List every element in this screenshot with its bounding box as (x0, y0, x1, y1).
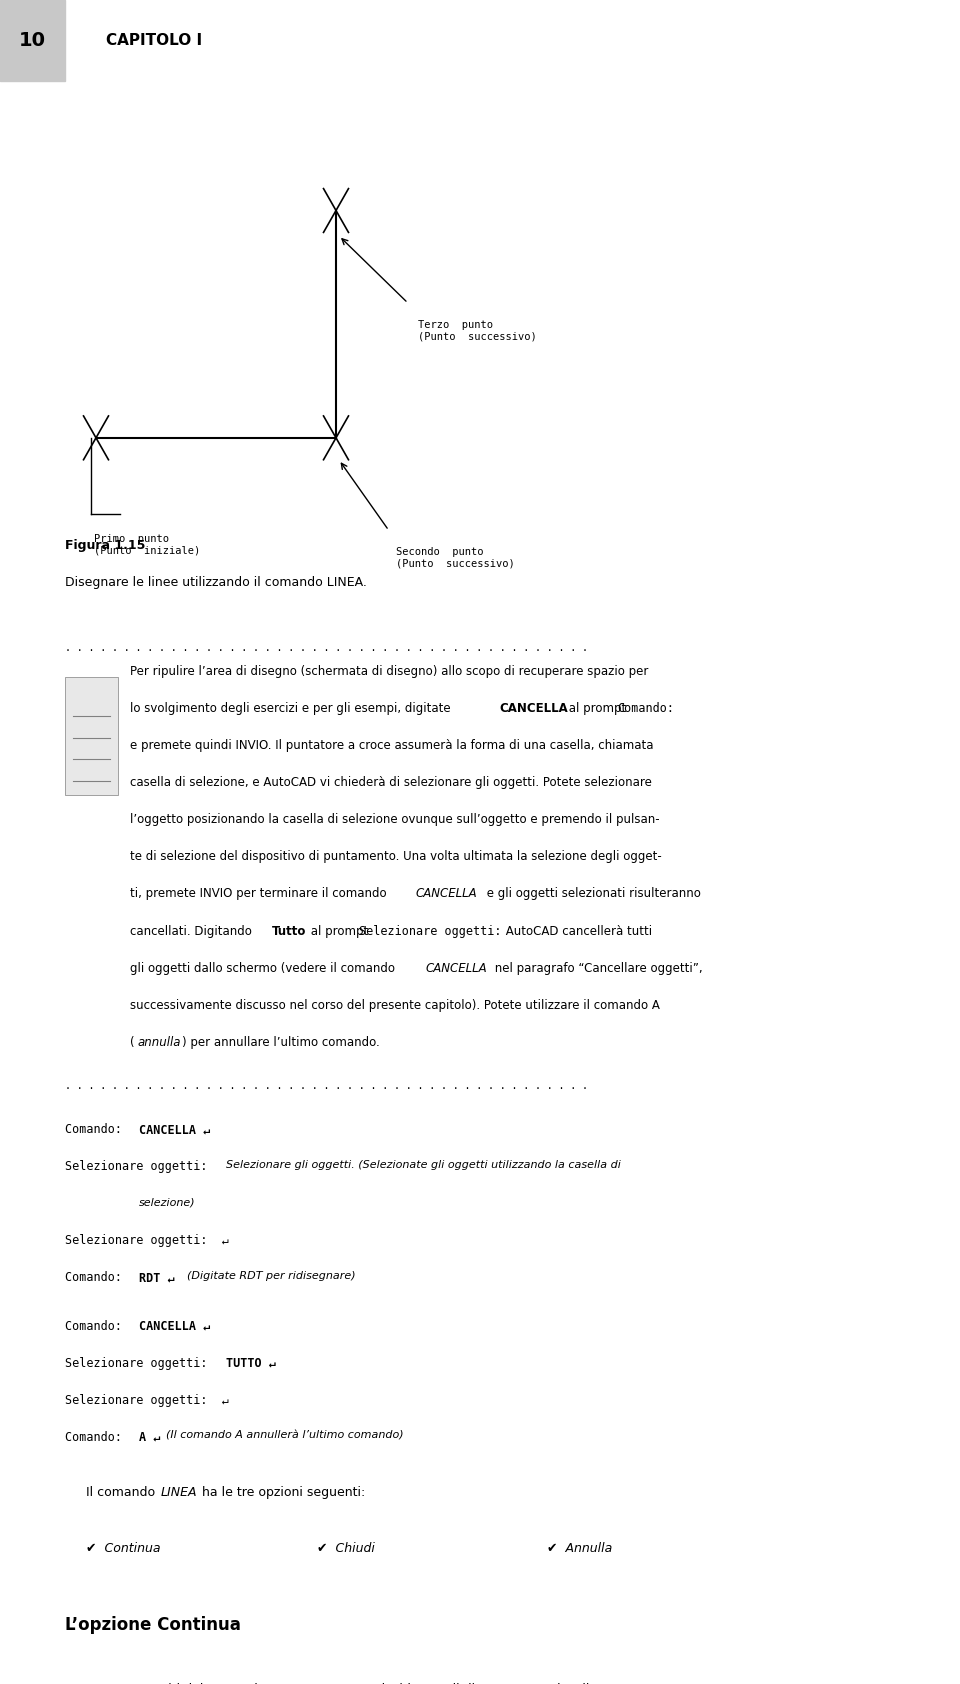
Text: L’opzione Continua: L’opzione Continua (65, 1617, 241, 1633)
FancyArrow shape (104, 680, 116, 702)
Text: ti, premete INVIO per terminare il comando: ti, premete INVIO per terminare il coman… (130, 887, 390, 901)
Text: Selezionare oggetti:  ↵: Selezionare oggetti: ↵ (65, 1234, 229, 1248)
Text: CAPITOLO I: CAPITOLO I (106, 34, 202, 47)
Text: Comando:: Comando: (65, 1271, 130, 1285)
Text: Secondo  punto
(Punto  successivo): Secondo punto (Punto successivo) (396, 547, 515, 569)
Text: (: ( (130, 1036, 134, 1049)
Text: Comando:: Comando: (65, 1431, 130, 1443)
Text: CANCELLA: CANCELLA (499, 702, 568, 716)
Text: ) per annullare l’ultimo comando.: ) per annullare l’ultimo comando. (182, 1036, 380, 1049)
Text: gli oggetti dallo schermo (vedere il comando: gli oggetti dallo schermo (vedere il com… (130, 962, 398, 975)
Text: CANCELLA ↵: CANCELLA ↵ (139, 1123, 210, 1137)
Text: Selezionare oggetti:: Selezionare oggetti: (65, 1357, 215, 1369)
Text: al prompt: al prompt (307, 925, 372, 938)
Text: RDT ↵: RDT ↵ (139, 1271, 175, 1285)
Text: 10: 10 (19, 30, 46, 51)
Text: Comando:: Comando: (65, 1320, 130, 1332)
Text: (Digitate RDT per ridisegnare): (Digitate RDT per ridisegnare) (180, 1271, 356, 1282)
Text: selezione): selezione) (139, 1197, 196, 1207)
Text: (Il comando A annullerà l’ultimo comando): (Il comando A annullerà l’ultimo comando… (159, 1431, 404, 1442)
Text: Disegnare le linee utilizzando il comando LINEA.: Disegnare le linee utilizzando il comand… (65, 576, 367, 589)
Text: . . . . . . . . . . . . . . . . . . . . . . . . . . . . . . . . . . . . . . . . : . . . . . . . . . . . . . . . . . . . . … (65, 1081, 588, 1091)
Text: Selezionare oggetti:: Selezionare oggetti: (359, 925, 501, 938)
Text: TUTTO ↵: TUTTO ↵ (226, 1357, 276, 1369)
Text: Selezionare gli oggetti. (Selezionate gli oggetti utilizzando la casella di: Selezionare gli oggetti. (Selezionate gl… (226, 1160, 620, 1170)
Text: cancellati. Digitando: cancellati. Digitando (130, 925, 255, 938)
Text: casella di selezione, e AutoCAD vi chiederà di selezionare gli oggetti. Potete s: casella di selezione, e AutoCAD vi chied… (130, 776, 652, 790)
Text: te di selezione del dispositivo di puntamento. Una volta ultimata la selezione d: te di selezione del dispositivo di punta… (130, 850, 661, 864)
Text: AutoCAD cancellerà tutti: AutoCAD cancellerà tutti (502, 925, 652, 938)
Text: Primo  punto
(Punto  iniziale): Primo punto (Punto iniziale) (94, 534, 201, 556)
Bar (0, 0, 65, 81)
Text: annulla: annulla (137, 1036, 180, 1049)
Text: successivamente discusso nel corso del presente capitolo). Potete utilizzare il : successivamente discusso nel corso del p… (130, 999, 660, 1012)
Text: ✔  Annulla: ✔ Annulla (547, 1543, 612, 1554)
Text: e premete quindi INVIO. Il puntatore a croce assumerà la forma di una casella, c: e premete quindi INVIO. Il puntatore a c… (130, 739, 653, 753)
Text: . . . . . . . . . . . . . . . . . . . . . . . . . . . . . . . . . . . . . . . . : . . . . . . . . . . . . . . . . . . . . … (65, 643, 588, 653)
Text: Il comando: Il comando (86, 1487, 159, 1499)
Text: Terzo  punto
(Punto  successivo): Terzo punto (Punto successivo) (418, 320, 537, 342)
Text: CANCELLA ↵: CANCELLA ↵ (139, 1320, 210, 1332)
Text: ✔  Chiudi: ✔ Chiudi (317, 1543, 374, 1554)
Text: e gli oggetti selezionati risulteranno: e gli oggetti selezionati risulteranno (483, 887, 701, 901)
Text: ✔  Continua: ✔ Continua (86, 1543, 161, 1554)
Text: Figura 1.15: Figura 1.15 (65, 539, 146, 552)
Text: al prompt: al prompt (565, 702, 631, 716)
Text: LINEA: LINEA (160, 1487, 197, 1499)
Text: ha le tre opzioni seguenti:: ha le tre opzioni seguenti: (198, 1487, 365, 1499)
Text: CANCELLA: CANCELLA (416, 887, 477, 901)
Text: Selezionare oggetti:: Selezionare oggetti: (65, 1160, 215, 1174)
Text: l’oggetto posizionando la casella di selezione ovunque sull’oggetto e premendo i: l’oggetto posizionando la casella di sel… (130, 813, 660, 827)
Text: Comando:: Comando: (65, 1123, 130, 1137)
Text: lo svolgimento degli esercizi e per gli esempi, digitate: lo svolgimento degli esercizi e per gli … (130, 702, 454, 716)
Text: CANCELLA: CANCELLA (425, 962, 487, 975)
Text: Tutto: Tutto (272, 925, 306, 938)
Bar (65, 677, 118, 795)
Text: nel paragrafo “Cancellare oggetti”,: nel paragrafo “Cancellare oggetti”, (491, 962, 702, 975)
Text: Per ripulire l’area di disegno (schermata di disegno) allo scopo di recuperare s: Per ripulire l’area di disegno (schermat… (130, 665, 648, 679)
Text: A ↵: A ↵ (139, 1431, 160, 1443)
Text: Comando:: Comando: (617, 702, 674, 716)
Text: Selezionare oggetti:  ↵: Selezionare oggetti: ↵ (65, 1394, 229, 1406)
